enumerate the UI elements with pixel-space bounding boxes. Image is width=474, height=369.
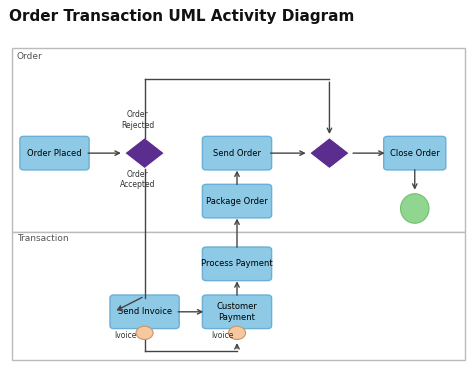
Ellipse shape: [401, 194, 429, 223]
Polygon shape: [125, 138, 164, 169]
Text: Ivoice: Ivoice: [114, 331, 137, 339]
Text: Order
Rejected: Order Rejected: [121, 110, 154, 130]
Circle shape: [136, 326, 153, 339]
FancyBboxPatch shape: [383, 137, 446, 170]
Text: Order Transaction UML Activity Diagram: Order Transaction UML Activity Diagram: [9, 9, 355, 24]
Text: Send Order: Send Order: [213, 149, 261, 158]
FancyBboxPatch shape: [202, 137, 272, 170]
Text: Ivoice: Ivoice: [211, 331, 234, 339]
Text: Send Invoice: Send Invoice: [118, 307, 172, 316]
Text: Customer
Payment: Customer Payment: [217, 302, 257, 321]
Polygon shape: [310, 138, 349, 169]
Bar: [12, 48, 465, 232]
Circle shape: [228, 326, 246, 339]
FancyBboxPatch shape: [202, 295, 272, 329]
FancyBboxPatch shape: [110, 295, 179, 329]
Text: Transaction: Transaction: [17, 234, 68, 243]
Text: Process Payment: Process Payment: [201, 259, 273, 268]
Bar: [12, 232, 465, 360]
FancyBboxPatch shape: [202, 247, 272, 281]
Text: Order
Accepted: Order Accepted: [120, 170, 155, 189]
FancyBboxPatch shape: [20, 137, 89, 170]
FancyBboxPatch shape: [202, 184, 272, 218]
Text: Order Placed: Order Placed: [27, 149, 82, 158]
Text: Package Order: Package Order: [206, 197, 268, 206]
Text: Close Order: Close Order: [390, 149, 439, 158]
Text: Order: Order: [17, 52, 42, 61]
